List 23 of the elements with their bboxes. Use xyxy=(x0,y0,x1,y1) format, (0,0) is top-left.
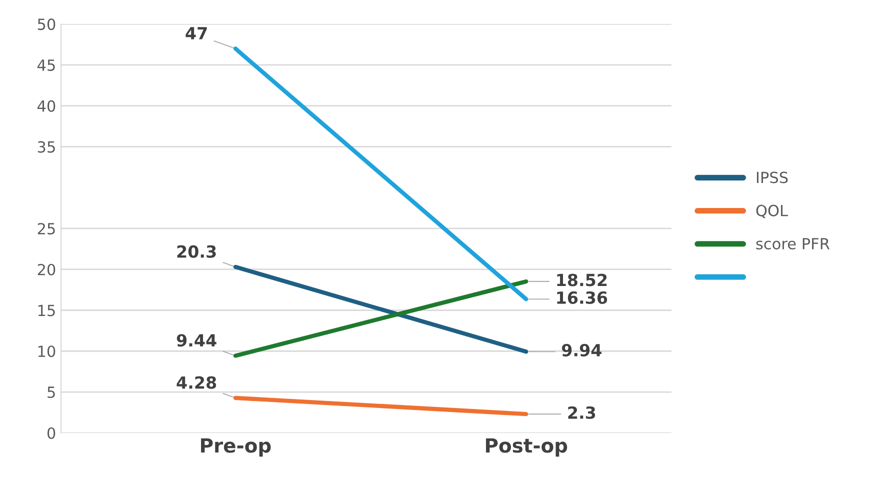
y-tick-label: 50 xyxy=(38,18,56,30)
data-label: 9.94 xyxy=(562,344,602,356)
y-tick-label: 10 xyxy=(38,346,56,358)
legend-label: score PFR xyxy=(756,238,830,250)
data-label: 47 xyxy=(186,27,207,40)
y-tick-label: 20 xyxy=(38,264,56,276)
x-tick-label: Post-op xyxy=(486,438,568,457)
x-tick-label: Pre-op xyxy=(201,438,271,457)
y-tick-label: 5 xyxy=(48,386,55,398)
data-label: 4.28 xyxy=(176,376,216,389)
legend-label: QOL xyxy=(756,204,788,218)
data-label: 2.3 xyxy=(568,406,596,419)
y-tick-label: 40 xyxy=(37,100,56,112)
y-tick-label: 45 xyxy=(37,60,55,71)
y-tick-label: 35 xyxy=(38,141,55,153)
legend-label: IPSS xyxy=(756,172,788,184)
data-label: 16.36 xyxy=(557,291,608,304)
y-tick-label: 15 xyxy=(38,304,55,316)
y-tick-label: 0 xyxy=(47,427,56,439)
data-label: 18.52 xyxy=(557,274,607,286)
y-tick-label: 25 xyxy=(38,222,55,234)
data-label: 20.3 xyxy=(177,245,216,258)
data-label: 9.44 xyxy=(176,334,216,347)
